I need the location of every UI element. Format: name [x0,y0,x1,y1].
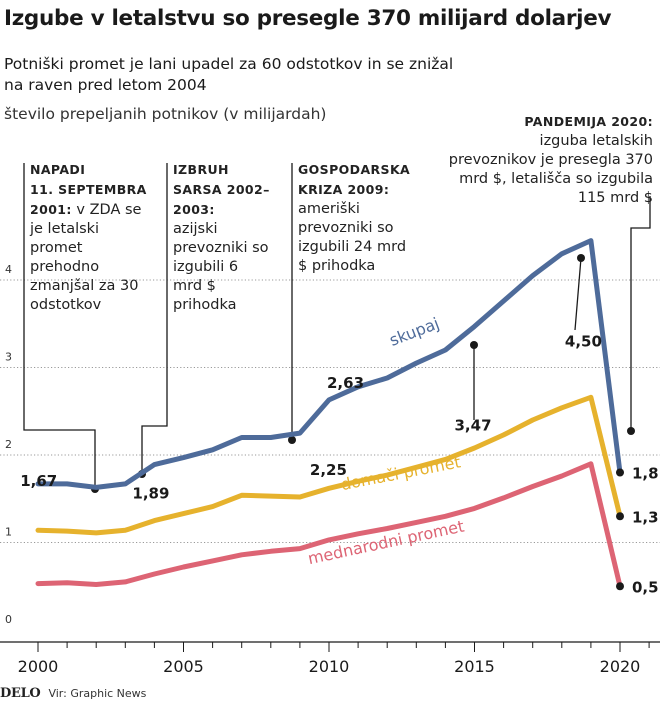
data-label: 1,8 [632,465,659,483]
series-label-domaci: domači promet [339,452,462,494]
annotation-sars-text: azijski prevozniki so izgubili 6 mrd $ p… [173,221,269,313]
y-axis-label: število prepeljanih potnikov (v milijard… [4,105,327,123]
delo-logo: DELO [0,686,41,701]
annotation-napadi: NAPADI 11. SEPTEMBRA 2001: v ZDA se je l… [30,160,156,315]
series-line-mednarodni [35,461,623,589]
annotation-kriza-head: GOSPODARSKA KRIZA 2009: [298,162,411,197]
end-point-mednarodni [616,582,624,591]
annotation-pandemija-text: izguba letalskih prevoznikov je presegla… [448,133,653,206]
series-label-skupaj: skupaj [387,314,442,350]
data-label: 1,89 [132,485,169,503]
leader-dot-347 [470,341,478,349]
annotation-sars: IZBRUH SARSA 2002–2003: azijski prevozni… [173,160,271,315]
annotation-napadi-text: v ZDA se je letalski promet prehodno zma… [30,202,142,313]
annotation-napadi-head2: 11. SEPTEMBRA [30,182,147,197]
leader-dot-pandemija [627,427,635,435]
data-label: 4,50 [565,332,602,350]
annotation-napadi-head1: NAPADI [30,162,86,177]
footer: DELO Vir: Graphic News [0,686,146,701]
x-tick-label: 2000 [18,657,59,676]
y-tick-label: 3 [5,351,12,364]
leader-dot-kriza [288,436,296,444]
data-label: 1,3 [632,508,659,526]
y-tick-label: 2 [5,438,12,451]
chart-title: Izgube v letalstvu so presegle 370 milij… [4,6,612,31]
annotation-pandemija: PANDEMIJA 2020: izguba letalskih prevozn… [448,112,653,208]
leader-napadi [23,163,96,489]
annotation-kriza-text: ameriški prevozniki so izgubili 24 mrd $… [298,201,407,274]
end-point-skupaj [616,468,624,477]
y-tick-label: 4 [5,263,12,276]
leader-dot-450 [577,254,585,262]
data-label: 2,25 [310,461,347,479]
leader-450 [574,257,582,331]
chart-subtitle: Potniški promet je lani upadel za 60 ods… [4,55,454,94]
source-note: Vir: Graphic News [48,687,147,700]
x-tick-label: 2020 [600,657,641,676]
y-tick-label: 1 [5,526,12,539]
data-label: 2,63 [327,374,364,392]
x-tick-label: 2005 [163,657,204,676]
data-label: 1,67 [20,472,57,490]
leader-sars [141,163,168,474]
data-label: 0,5 [632,578,659,596]
annotation-pandemija-head: PANDEMIJA 2020: [524,114,653,129]
x-tick-label: 2015 [454,657,495,676]
annotation-kriza: GOSPODARSKA KRIZA 2009: ameriški prevozn… [298,160,418,276]
x-tick-label: 2010 [309,657,350,676]
annotation-sars-head: IZBRUH SARSA 2002–2003: [173,162,270,217]
y-tick-label: 0 [5,613,12,626]
series-line-skupaj [35,238,623,490]
annotation-napadi-head3: 2001: [30,202,72,217]
series-line-domaci [35,394,623,536]
data-label: 3,47 [455,416,492,434]
end-point-domaci [616,512,624,521]
leader-pandemija [630,196,651,431]
